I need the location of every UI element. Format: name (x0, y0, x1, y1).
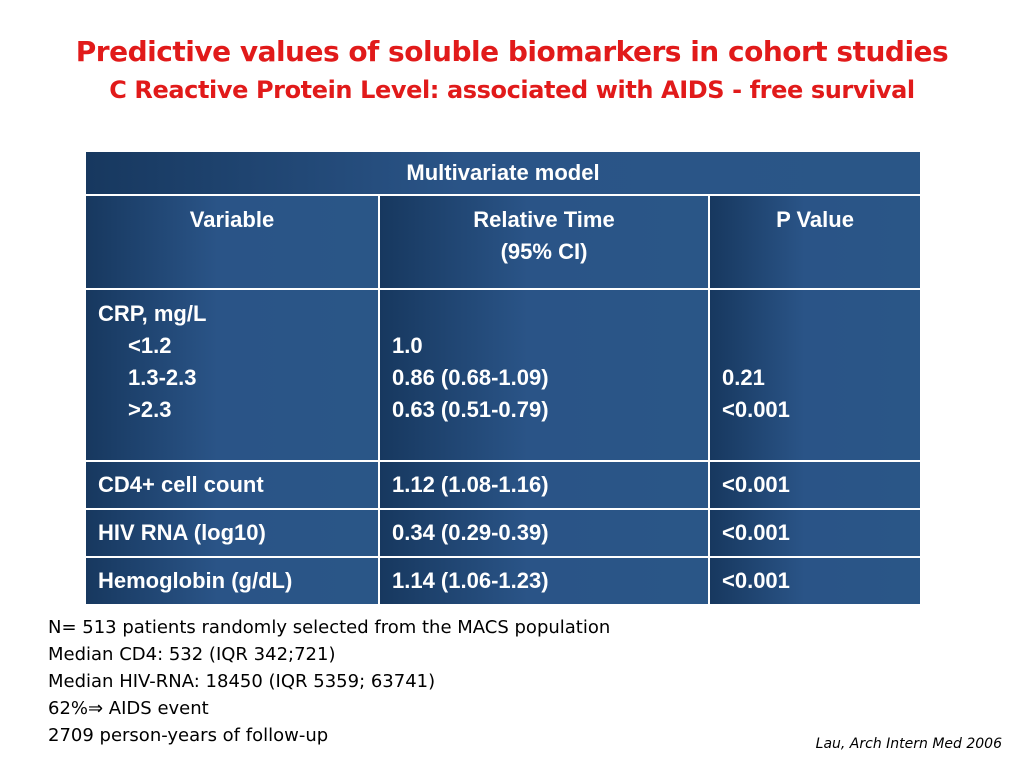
crp-label: CRP, mg/L (98, 301, 207, 326)
crp-variable-cell: CRP, mg/L <1.2 1.3-2.3 >2.3 (84, 288, 380, 462)
table-main-header-row: Multivariate model (84, 150, 922, 196)
note-line: N= 513 patients randomly selected from t… (48, 617, 611, 638)
crp-level: <1.2 (128, 333, 172, 358)
main-header-cell: Multivariate model (84, 150, 922, 196)
crp-relative-time-cell: 1.0 0.86 (0.68-1.09) 0.63 (0.51-0.79) (378, 288, 710, 462)
crp-relative-time: 1.0 (392, 333, 423, 358)
relative-time-cell: 1.14 (1.06-1.23) (378, 556, 710, 606)
column-header-variable: Variable (84, 194, 380, 290)
crp-relative-time: 0.86 (0.68-1.09) (392, 365, 549, 390)
crp-relative-time: 0.63 (0.51-0.79) (392, 397, 549, 422)
slide-title: Predictive values of soluble biomarkers … (75, 35, 949, 68)
table-row-crp: CRP, mg/L <1.2 1.3-2.3 >2.3 1.0 0.86 (0.… (84, 288, 922, 462)
relative-time-cell: 0.34 (0.29-0.39) (378, 508, 710, 558)
relative-time-cell: 1.12 (1.08-1.16) (378, 460, 710, 510)
variable-cell: CD4+ cell count (84, 460, 380, 510)
variable-cell: HIV RNA (log10) (84, 508, 380, 558)
note-line: 62%⇒ AIDS event (48, 698, 209, 719)
crp-p-value: 0.21 (722, 365, 765, 390)
relative-time-header-line1: Relative Time (473, 207, 615, 232)
table-column-header-row: Variable Relative Time (95% CI) P Value (84, 194, 922, 290)
p-value-cell: <0.001 (708, 556, 922, 606)
citation: Lau, Arch Intern Med 2006 (815, 736, 1002, 752)
table-row: Hemoglobin (g/dL) 1.14 (1.06-1.23) <0.00… (84, 556, 922, 606)
p-value-cell: <0.001 (708, 460, 922, 510)
crp-p-value: <0.001 (722, 397, 790, 422)
crp-level: 1.3-2.3 (128, 365, 197, 390)
note-line: 2709 person-years of follow-up (48, 725, 329, 746)
relative-time-header-line2: (95% CI) (500, 239, 588, 264)
variable-cell: Hemoglobin (g/dL) (84, 556, 380, 606)
table-row: HIV RNA (log10) 0.34 (0.29-0.39) <0.001 (84, 508, 922, 558)
column-header-relative-time: Relative Time (95% CI) (378, 194, 710, 290)
note-line: Median HIV-RNA: 18450 (IQR 5359; 63741) (48, 671, 436, 692)
column-header-p-value: P Value (708, 194, 922, 290)
multivariate-table: Multivariate model Variable Relative Tim… (84, 150, 922, 606)
slide-subtitle: C Reactive Protein Level: associated wit… (109, 76, 915, 104)
crp-level: >2.3 (128, 397, 172, 422)
table-row: CD4+ cell count 1.12 (1.08-1.16) <0.001 (84, 460, 922, 510)
study-notes: N= 513 patients randomly selected from t… (48, 614, 610, 749)
note-line: Median CD4: 532 (IQR 342;721) (48, 644, 336, 665)
p-value-cell: <0.001 (708, 508, 922, 558)
crp-p-value-cell: 0.21 <0.001 (708, 288, 922, 462)
